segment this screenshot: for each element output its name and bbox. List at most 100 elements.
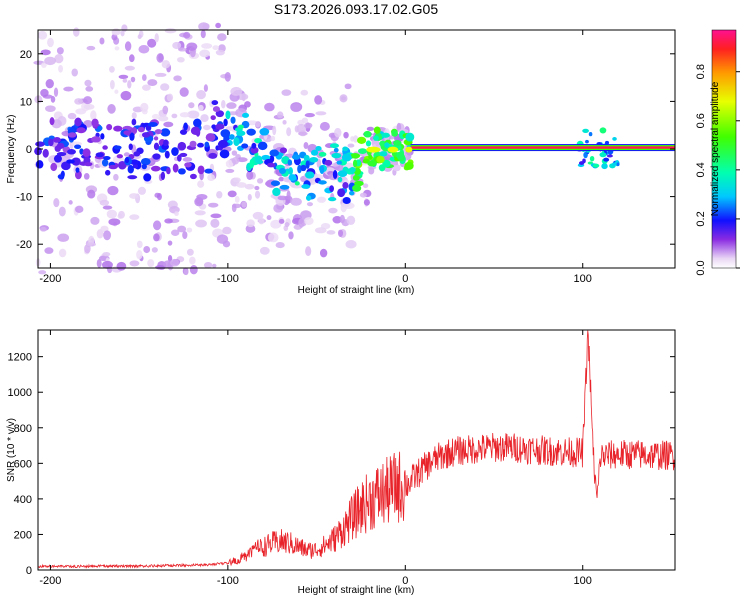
snr-ytick-label: 200 — [14, 529, 32, 541]
spectrogram-blob — [67, 112, 77, 120]
spectrogram-blob — [318, 180, 327, 185]
spectrogram-blob — [201, 43, 213, 49]
spectrogram-blob — [39, 226, 47, 232]
spectrogram-blob — [143, 245, 151, 254]
spectrogram-blob — [164, 28, 177, 34]
spectrogram-blob — [129, 132, 135, 141]
spectrogram-blob — [254, 185, 260, 191]
spectrogram-blob — [381, 132, 390, 138]
colorbar-tick-label: 0.2 — [695, 211, 707, 226]
spectrogram-blob — [97, 125, 103, 131]
spectrogram-blob — [103, 230, 112, 241]
spectrogram-blob — [47, 37, 54, 48]
spectrogram-blob — [48, 138, 54, 147]
spectrogram-blob — [341, 153, 352, 162]
spectrogram-blob — [198, 22, 210, 31]
spectrogram-blob — [177, 154, 182, 162]
spectrogram-blob — [218, 139, 228, 149]
spectrogram-blob — [259, 246, 270, 255]
spectrogram-blob — [67, 149, 76, 155]
spectrogram-blob — [298, 218, 305, 228]
spectrogram-blob — [384, 142, 390, 148]
colorbar-ticks: 0.0 0.2 0.4 0.6 0.8 — [695, 64, 740, 276]
spectrogram-blob — [90, 216, 100, 225]
spectrogram-ridge — [366, 144, 675, 153]
spectrogram-ytick-label: -10 — [16, 192, 32, 204]
spectrogram-blob — [116, 154, 123, 159]
spectrogram-blob — [82, 148, 91, 158]
spectrogram-blob — [247, 194, 252, 201]
spectrogram-blob — [277, 195, 288, 201]
spectrogram-blob — [353, 135, 359, 143]
spectrogram-blob — [286, 127, 292, 137]
spectrogram-blob — [186, 42, 198, 51]
spectrogram-blob — [151, 247, 158, 253]
spectrogram-blob — [84, 162, 93, 167]
spectrogram-blob — [348, 190, 355, 196]
spectrogram-blob — [147, 121, 158, 127]
spectrogram-blob — [75, 205, 84, 214]
spectrogram-blob — [236, 182, 247, 188]
spectrogram-blob — [193, 118, 202, 128]
spectrogram-blob — [246, 170, 254, 181]
spectrogram-blob — [319, 165, 325, 175]
spectrogram-blob — [259, 127, 270, 136]
spectrogram-blob — [300, 164, 307, 172]
spectrogram-blob — [368, 154, 373, 160]
spectrogram-blob — [234, 196, 240, 203]
spectrogram-blob — [334, 127, 342, 138]
spectrogram-blob — [376, 155, 385, 164]
spectrogram-blob — [306, 202, 313, 207]
spectrogram-blob — [368, 167, 375, 175]
spectrogram-blob — [54, 53, 64, 64]
spectrogram-blob — [230, 116, 236, 124]
spectrogram-blob — [187, 110, 200, 119]
spectrogram-blob — [107, 104, 116, 114]
spectrogram-blob — [163, 121, 174, 128]
spectrogram-blob — [114, 46, 120, 51]
spectrogram-blob — [128, 143, 133, 151]
spectrogram-blob — [140, 157, 151, 166]
spectrogram-blob — [111, 28, 121, 36]
spectrogram-blob — [310, 149, 319, 156]
spectrogram-blob — [391, 130, 399, 137]
spectrogram-blob — [203, 84, 208, 92]
spectrogram-blob — [183, 31, 191, 39]
spectrogram-blob — [56, 142, 65, 150]
spectrogram-blob — [196, 89, 206, 100]
spectrogram-blob — [186, 248, 194, 256]
spectrogram-blob — [582, 128, 589, 133]
spectrogram-blob — [151, 113, 161, 120]
spectrogram-blob — [164, 150, 170, 159]
spectrogram-blob — [86, 242, 97, 247]
spectrogram-blob — [154, 33, 159, 43]
spectrogram-blob — [342, 196, 351, 205]
snr-ytick-label: 1200 — [8, 352, 32, 364]
spectrogram-blob — [116, 261, 127, 271]
spectrogram-blob — [110, 79, 115, 90]
colorbar-tick-label: 0.0 — [695, 260, 707, 275]
spectrogram-blob — [142, 74, 147, 82]
spectrogram-ytick-label: 20 — [20, 49, 32, 61]
spectrogram-blob — [71, 68, 78, 77]
spectrogram-blob — [254, 137, 262, 144]
spectrogram-blob — [212, 45, 219, 51]
spectrogram-blob — [189, 256, 196, 265]
spectrogram-blob — [45, 105, 56, 112]
spectrogram-blob — [222, 226, 232, 235]
snr-ytick-label: 1000 — [8, 387, 32, 399]
spectrogram-blob — [346, 215, 356, 225]
spectrogram-blob — [152, 153, 161, 160]
spectrogram-blob — [130, 76, 136, 83]
spectrogram-blob — [303, 142, 309, 150]
spectrogram-blob — [316, 196, 327, 203]
spectrogram-blob — [49, 117, 55, 126]
spectrogram-blob — [231, 150, 238, 156]
colorbar-tick-label: 0.4 — [695, 162, 707, 177]
spectrogram-blob — [83, 103, 95, 110]
spectrogram-blob — [177, 47, 187, 52]
spectrogram-blob — [344, 83, 352, 90]
spectrogram-blob — [142, 84, 151, 91]
spectrogram-blob — [228, 134, 235, 140]
